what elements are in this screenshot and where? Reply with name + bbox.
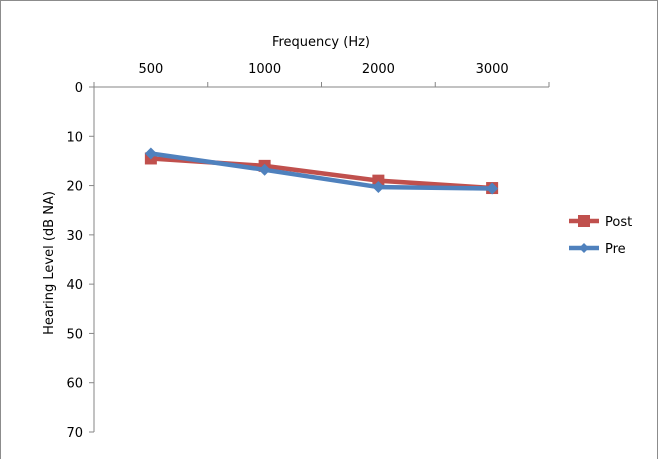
legend-marker-post — [578, 215, 590, 227]
legend-label-pre: Pre — [605, 242, 626, 257]
data-point-pre — [144, 147, 157, 160]
y-axis-title: Hearing Level (dB NA) — [42, 191, 57, 335]
legend-label-post: Post — [605, 215, 632, 230]
legend-marker-pre — [579, 243, 589, 253]
y-tick-label: 50 — [66, 327, 83, 342]
series-line-pre — [148, 151, 495, 191]
y-tick-label: 0 — [75, 81, 83, 96]
data-point-post — [372, 174, 385, 187]
y-tick-label: 70 — [66, 426, 83, 441]
legend: Post Pre — [569, 215, 632, 257]
axes-layer: 500 1000 2000 3000 0 10 20 30 40 50 60 70 — [66, 62, 550, 441]
data-point-pre — [486, 182, 499, 195]
y-tick-label: 20 — [66, 180, 83, 195]
x-tick-label: 3000 — [476, 62, 509, 77]
x-tick-label: 1000 — [248, 62, 281, 77]
x-axis-title: Frequency (Hz) — [272, 35, 370, 50]
data-point-pre — [258, 163, 271, 176]
x-tick-label: 500 — [138, 62, 163, 77]
x-tick-label: 2000 — [362, 62, 395, 77]
data-point-pre — [372, 181, 385, 194]
series-layer — [144, 147, 499, 195]
y-tick-label: 40 — [66, 278, 83, 293]
y-tick-label: 60 — [66, 377, 83, 392]
y-tick-label: 10 — [66, 130, 83, 145]
y-tick-label: 30 — [66, 229, 83, 244]
